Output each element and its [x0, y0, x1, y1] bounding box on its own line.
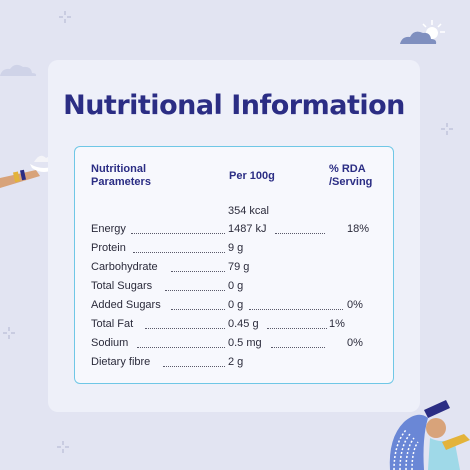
- row-label: Total Fat: [91, 318, 134, 330]
- header-parameters-line2: Parameters: [91, 176, 151, 188]
- table-row: Carbohydrate 79 g: [91, 261, 383, 277]
- table-row: Sodium 0.5 mg 0%: [91, 337, 383, 353]
- nutrition-card: Nutritional Information Nutritional Para…: [48, 60, 420, 412]
- row-value: 79 g: [228, 261, 250, 273]
- row-value: 0 g: [228, 299, 244, 311]
- row-value: 2 g: [228, 356, 244, 368]
- row-label: Energy: [91, 223, 126, 235]
- page-title: Nutritional Information: [63, 90, 405, 121]
- leader-dots: [171, 271, 225, 272]
- row-label: Total Sugars: [91, 280, 153, 292]
- sun-cloud-icon: [400, 20, 445, 44]
- row-value: 1487 kJ: [228, 223, 267, 235]
- leader-dots: [171, 309, 225, 310]
- leader-dots: [249, 309, 343, 310]
- energy-kcal-value: 354 kcal: [228, 205, 269, 217]
- table-row: Total Sugars 0 g: [91, 280, 383, 296]
- header-per-100g: Per 100g: [229, 170, 275, 182]
- sparkle-icon: [59, 11, 71, 23]
- sparkle-icon: [57, 441, 69, 453]
- row-value: 0.5 mg: [228, 337, 262, 349]
- leader-dots: [137, 347, 225, 348]
- leader-dots: [275, 233, 325, 234]
- sparkle-icon: [441, 123, 453, 135]
- leader-dots: [163, 366, 225, 367]
- leader-dots: [267, 328, 327, 329]
- header-parameters: Nutritional Parameters: [91, 163, 191, 189]
- table-row: Added Sugars 0 g 0%: [91, 299, 383, 315]
- sparkle-icon: [3, 327, 15, 339]
- row-label: Dietary fibre: [91, 356, 151, 368]
- header-rda-line1: % RDA: [329, 163, 366, 175]
- header-rda-line2: /Serving: [329, 176, 373, 188]
- leader-dots: [131, 233, 225, 234]
- table-row: Protein 9 g: [91, 242, 383, 258]
- leader-dots: [165, 290, 225, 291]
- row-value: 9 g: [228, 242, 244, 254]
- row-label: Protein: [91, 242, 126, 254]
- leader-dots: [145, 328, 225, 329]
- table-row: Energy 1487 kJ 18%: [91, 223, 383, 239]
- row-rda: 0%: [347, 337, 363, 349]
- leader-dots: [133, 252, 225, 253]
- row-value: 0.45 g: [228, 318, 259, 330]
- nutrition-table: Nutritional Parameters Per 100g % RDA /S…: [74, 146, 394, 384]
- row-rda: 1%: [329, 318, 345, 330]
- row-rda: 18%: [347, 223, 370, 235]
- row-label: Added Sugars: [91, 299, 161, 311]
- leader-dots: [271, 347, 325, 348]
- row-value: 0 g: [228, 280, 244, 292]
- table-row: Dietary fibre 2 g: [91, 356, 383, 372]
- table-row: Total Fat 0.45 g 1%: [91, 318, 383, 334]
- row-label: Sodium: [91, 337, 129, 349]
- woman-with-hair-illustration: [389, 400, 470, 470]
- row-label: Carbohydrate: [91, 261, 158, 273]
- row-rda: 0%: [347, 299, 363, 311]
- cloud-icon: [0, 64, 37, 76]
- header-rda-serving: % RDA /Serving: [329, 163, 399, 189]
- header-parameters-line1: Nutritional: [91, 163, 146, 175]
